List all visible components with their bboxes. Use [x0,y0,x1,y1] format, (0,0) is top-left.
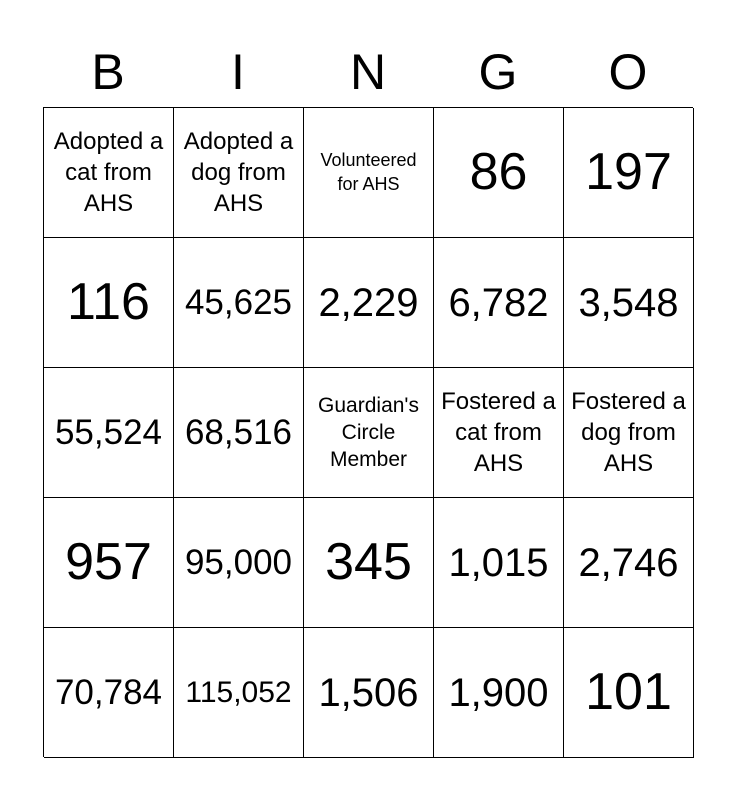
bingo-cell[interactable]: Guardian's Circle Member [304,368,434,498]
bingo-header: B I N G O [43,40,693,104]
header-letter-g: G [478,44,518,100]
bingo-cell-text: Adopted a cat from AHS [53,127,164,218]
bingo-cell-text: Volunteered for AHS [320,150,417,194]
bingo-cell[interactable]: 101 [564,628,694,758]
bingo-cell[interactable]: 957 [44,498,174,628]
bingo-cell[interactable]: 70,784 [44,628,174,758]
bingo-cell[interactable]: 45,625 [174,238,304,368]
bingo-cell-text: 957 [65,532,152,591]
bingo-cell[interactable]: 86 [434,108,564,238]
bingo-cell-text: 345 [325,532,412,591]
header-letter-b: B [91,44,125,100]
bingo-cell[interactable]: 115,052 [174,628,304,758]
bingo-cell[interactable]: 3,548 [564,238,694,368]
bingo-grid: Adopted a cat from AHS Adopted a dog from… [43,107,694,758]
bingo-cell[interactable]: Adopted a cat from AHS [44,108,174,238]
bingo-cell[interactable]: 68,516 [174,368,304,498]
bingo-cell[interactable]: 6,782 [434,238,564,368]
bingo-cell[interactable]: Fostered a cat from AHS [434,368,564,498]
bingo-cell[interactable]: Fostered a dog from AHS [564,368,694,498]
bingo-cell[interactable]: Adopted a dog from AHS [174,108,304,238]
bingo-cell-text: 95,000 [184,542,293,582]
header-letter-n: N [349,44,387,100]
bingo-cell-text: Adopted a dog from AHS [183,127,294,218]
bingo-cell-text: 55,524 [54,412,163,452]
bingo-cell[interactable]: 345 [304,498,434,628]
bingo-cell[interactable]: 2,746 [564,498,694,628]
bingo-cell-text: 1,506 [318,670,419,715]
bingo-cell[interactable]: 116 [44,238,174,368]
header-letter-i: I [231,44,245,100]
bingo-cell-text: Fostered a dog from AHS [571,387,686,478]
bingo-cell-text: Fostered a cat from AHS [441,387,556,478]
bingo-cell-text: 70,784 [54,672,163,712]
bingo-cell[interactable]: Volunteered for AHS [304,108,434,238]
bingo-cell-text: 68,516 [184,412,293,452]
bingo-cell-text: 2,746 [578,540,679,585]
bingo-cell-text: 115,052 [185,676,292,709]
bingo-cell-text: 6,782 [448,280,549,325]
bingo-cell[interactable]: 197 [564,108,694,238]
bingo-cell-text: 86 [469,142,528,201]
bingo-cell[interactable]: 2,229 [304,238,434,368]
bingo-cell[interactable]: 1,506 [304,628,434,758]
bingo-cell-text: Guardian's Circle Member [318,393,419,472]
bingo-cell[interactable]: 95,000 [174,498,304,628]
bingo-cell-text: 1,015 [448,540,549,585]
bingo-cell-text: 1,900 [448,670,549,715]
bingo-cell-text: 101 [585,662,672,721]
bingo-cell[interactable]: 1,900 [434,628,564,758]
bingo-cell-text: 3,548 [578,280,679,325]
bingo-cell-text: 2,229 [318,280,419,325]
bingo-cell-text: 197 [585,142,672,201]
header-letter-o: O [608,44,648,100]
bingo-cell[interactable]: 1,015 [434,498,564,628]
bingo-cell-text: 45,625 [184,282,293,322]
bingo-cell-text: 116 [67,272,150,331]
bingo-cell[interactable]: 55,524 [44,368,174,498]
